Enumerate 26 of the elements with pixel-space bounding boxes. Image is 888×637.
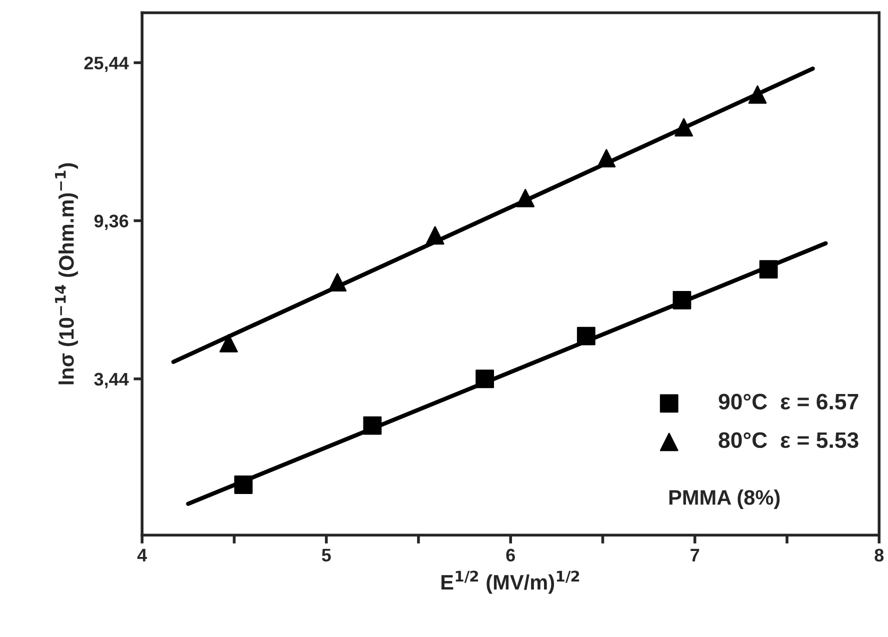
legend-label: 90°C ε = 6.57 [718, 394, 858, 410]
x-axis-title: E$^{1/2}$ (MV/m)$^{1/2}$ [441, 570, 580, 594]
legend-label: 80°C ε = 5.53 [718, 432, 858, 448]
x-tick-label: 4 [137, 548, 148, 562]
point [328, 273, 347, 292]
point [672, 290, 692, 310]
point [674, 118, 694, 137]
annotation: PMMA (8%) [669, 490, 780, 509]
point [219, 334, 238, 352]
point [759, 260, 778, 279]
point [363, 416, 382, 435]
x-tick-label: 8 [874, 548, 884, 562]
x-tick-label: 7 [690, 548, 700, 562]
y-tick-label: 9,36 [94, 214, 128, 230]
y-tick-label: 25,44 [84, 56, 129, 72]
point [476, 370, 494, 388]
point [597, 149, 616, 168]
x-tick-label: 5 [322, 548, 331, 562]
y-tick-label: 3,44 [94, 372, 129, 388]
point [516, 188, 535, 208]
point [234, 476, 253, 494]
point [426, 226, 444, 245]
y-axis-title: lnσ (10$^{−14}$ (Ohm.m)$^{−1}$) [55, 163, 78, 384]
point [748, 85, 767, 104]
point [576, 326, 596, 346]
x-tick-label: 6 [506, 548, 515, 562]
